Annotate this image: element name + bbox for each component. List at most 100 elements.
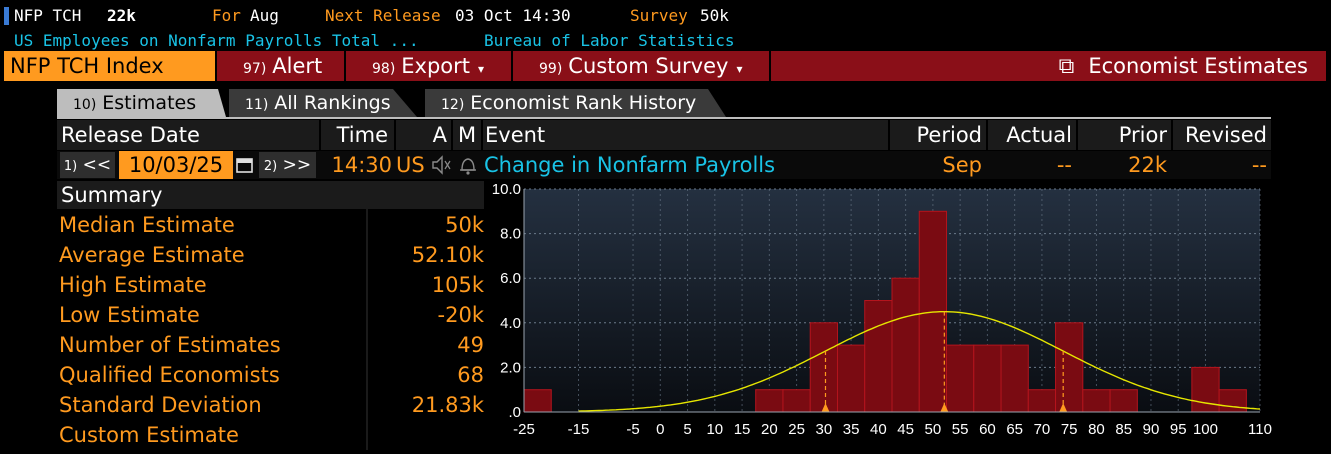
security-field[interactable]: NFP TCH Index [4,51,215,81]
alert-label: Alert [272,54,323,78]
x-tick-label: 40 [870,421,887,438]
summary-value: -20k [437,303,484,327]
col-event[interactable]: Event [483,120,888,150]
summary-label: Median Estimate [59,213,235,237]
x-tick-label: -15 [568,421,590,438]
title-bar: ⧉ Economist Estimates [771,51,1326,81]
tab-rank-history-label: Economist Rank History [470,92,697,114]
col-m[interactable]: M [453,120,481,150]
next-date-number: 2) [263,159,278,174]
col-revised[interactable]: Revised [1173,120,1271,150]
histogram-bar [523,389,552,413]
histogram-bar [973,344,1002,413]
event-period: Sep [942,153,982,177]
ticker: NFP TCH [14,6,82,25]
security-field-label: NFP TCH Index [10,54,164,78]
tab-all-rankings-number: 11) [245,97,269,113]
x-tick-label: 15 [734,421,751,438]
x-tick-label: 100 [1193,421,1218,438]
histogram-bar [755,389,784,413]
std-dev-marker [940,403,949,412]
last-value: 22k [107,6,136,25]
x-tick-label: 55 [952,421,969,438]
bell-icon[interactable] [456,151,480,179]
speaker-icon[interactable] [429,151,453,179]
x-tick-label: 75 [1061,421,1078,438]
summary-label: Custom Estimate [59,423,239,447]
summary-title: Summary [61,183,163,207]
page-title: Economist Estimates [1088,54,1308,78]
col-actual[interactable]: Actual [988,120,1076,150]
histogram-bar [864,300,893,413]
histogram-bar [1055,322,1084,413]
security-header: NFP TCH 22k For Aug Next Release 03 Oct … [0,6,1331,28]
alert-button[interactable]: 97) Alert [217,51,344,81]
x-tick-label: 10 [706,421,723,438]
x-tick-label: 50 [925,421,942,438]
tab-all-rankings[interactable]: 11) All Rankings [245,89,391,117]
survey-value: 50k [700,6,729,25]
function-bar: NFP TCH Index 97) Alert 98) Export ▾ 99) Cus… [0,51,1331,81]
y-tick-label: 4.0 [500,315,521,332]
export-button[interactable]: 98) Export ▾ [346,51,511,81]
col-period[interactable]: Period [890,120,986,150]
col-release-date[interactable]: Release Date [57,120,319,150]
estimates-histogram: .0 2.0 4.0 6.0 8.0 10.0 -25 -15 -5 0 5 10 15 20 25 30 3… [492,181,1272,438]
tab-rank-history-number: 12) [441,97,465,113]
summary-divider [366,209,368,450]
event-country: US [396,153,425,177]
summary-row: Median Estimate 50k [57,210,484,240]
x-tick-label: 95 [1170,421,1187,438]
x-tick-label: 5 [683,421,691,438]
next-date-button[interactable]: 2) >> [259,152,316,178]
y-tick-label: .0 [508,404,521,421]
tab-estimates[interactable]: 10) Estimates [73,89,196,117]
x-tick-label: 45 [897,421,914,438]
col-time[interactable]: Time [321,120,394,150]
col-prior[interactable]: Prior [1078,120,1171,150]
y-tick-label: 8.0 [500,226,521,243]
summary-value: 50k [445,213,484,237]
histogram-bar [809,322,838,413]
event-name-link[interactable]: Change in Nonfarm Payrolls [484,153,776,177]
histogram-bar [1027,389,1057,413]
event-revised: -- [1251,153,1267,177]
release-date-input[interactable]: 10/03/25 [119,151,233,179]
summary-row: Standard Deviation 21.83k [57,390,484,420]
summary-value: 68 [457,363,484,387]
summary-header: Summary [57,181,484,209]
x-tick-label: -25 [513,421,535,438]
std-dev-marker [821,403,830,412]
x-tick-label: 20 [761,421,778,438]
summary-label: Number of Estimates [59,333,281,357]
summary-label: Low Estimate [59,303,200,327]
histogram-bar [1082,389,1111,413]
histogram-bar [1218,389,1247,413]
event-prior: 22k [1128,153,1167,177]
x-tick-label: 30 [816,421,833,438]
summary-label: Average Estimate [59,243,245,267]
tab-rank-history-bg [425,89,726,117]
launch-icon[interactable]: ⧉ [1058,54,1075,79]
summary-row: Qualified Economists 68 [57,360,484,390]
summary-value: 21.83k [411,393,484,417]
x-tick-label: 25 [788,421,805,438]
tab-rank-history[interactable]: 12) Economist Rank History [441,89,696,117]
summary-value: 52.10k [411,243,484,267]
custom-survey-button[interactable]: 99) Custom Survey ▾ [513,51,769,81]
col-a[interactable]: A [396,120,451,150]
normal-distribution-curve [578,311,1261,412]
histogram-bar [836,344,866,413]
survey-label: Survey [630,6,688,25]
alert-number: 97) [243,61,267,77]
tab-underline [57,117,1271,119]
histogram-bar [891,277,920,413]
export-number: 98) [372,61,396,77]
y-tick-label: 10.0 [492,181,521,198]
for-period: Aug [250,6,279,25]
security-description-line: US Employees on Nonfarm Payrolls Total .… [0,31,1331,51]
summary-row-custom[interactable]: Custom Estimate [57,420,484,450]
x-tick-label: 60 [979,421,996,438]
calendar-icon[interactable] [234,151,256,179]
prev-date-button[interactable]: 1) << [60,152,115,178]
